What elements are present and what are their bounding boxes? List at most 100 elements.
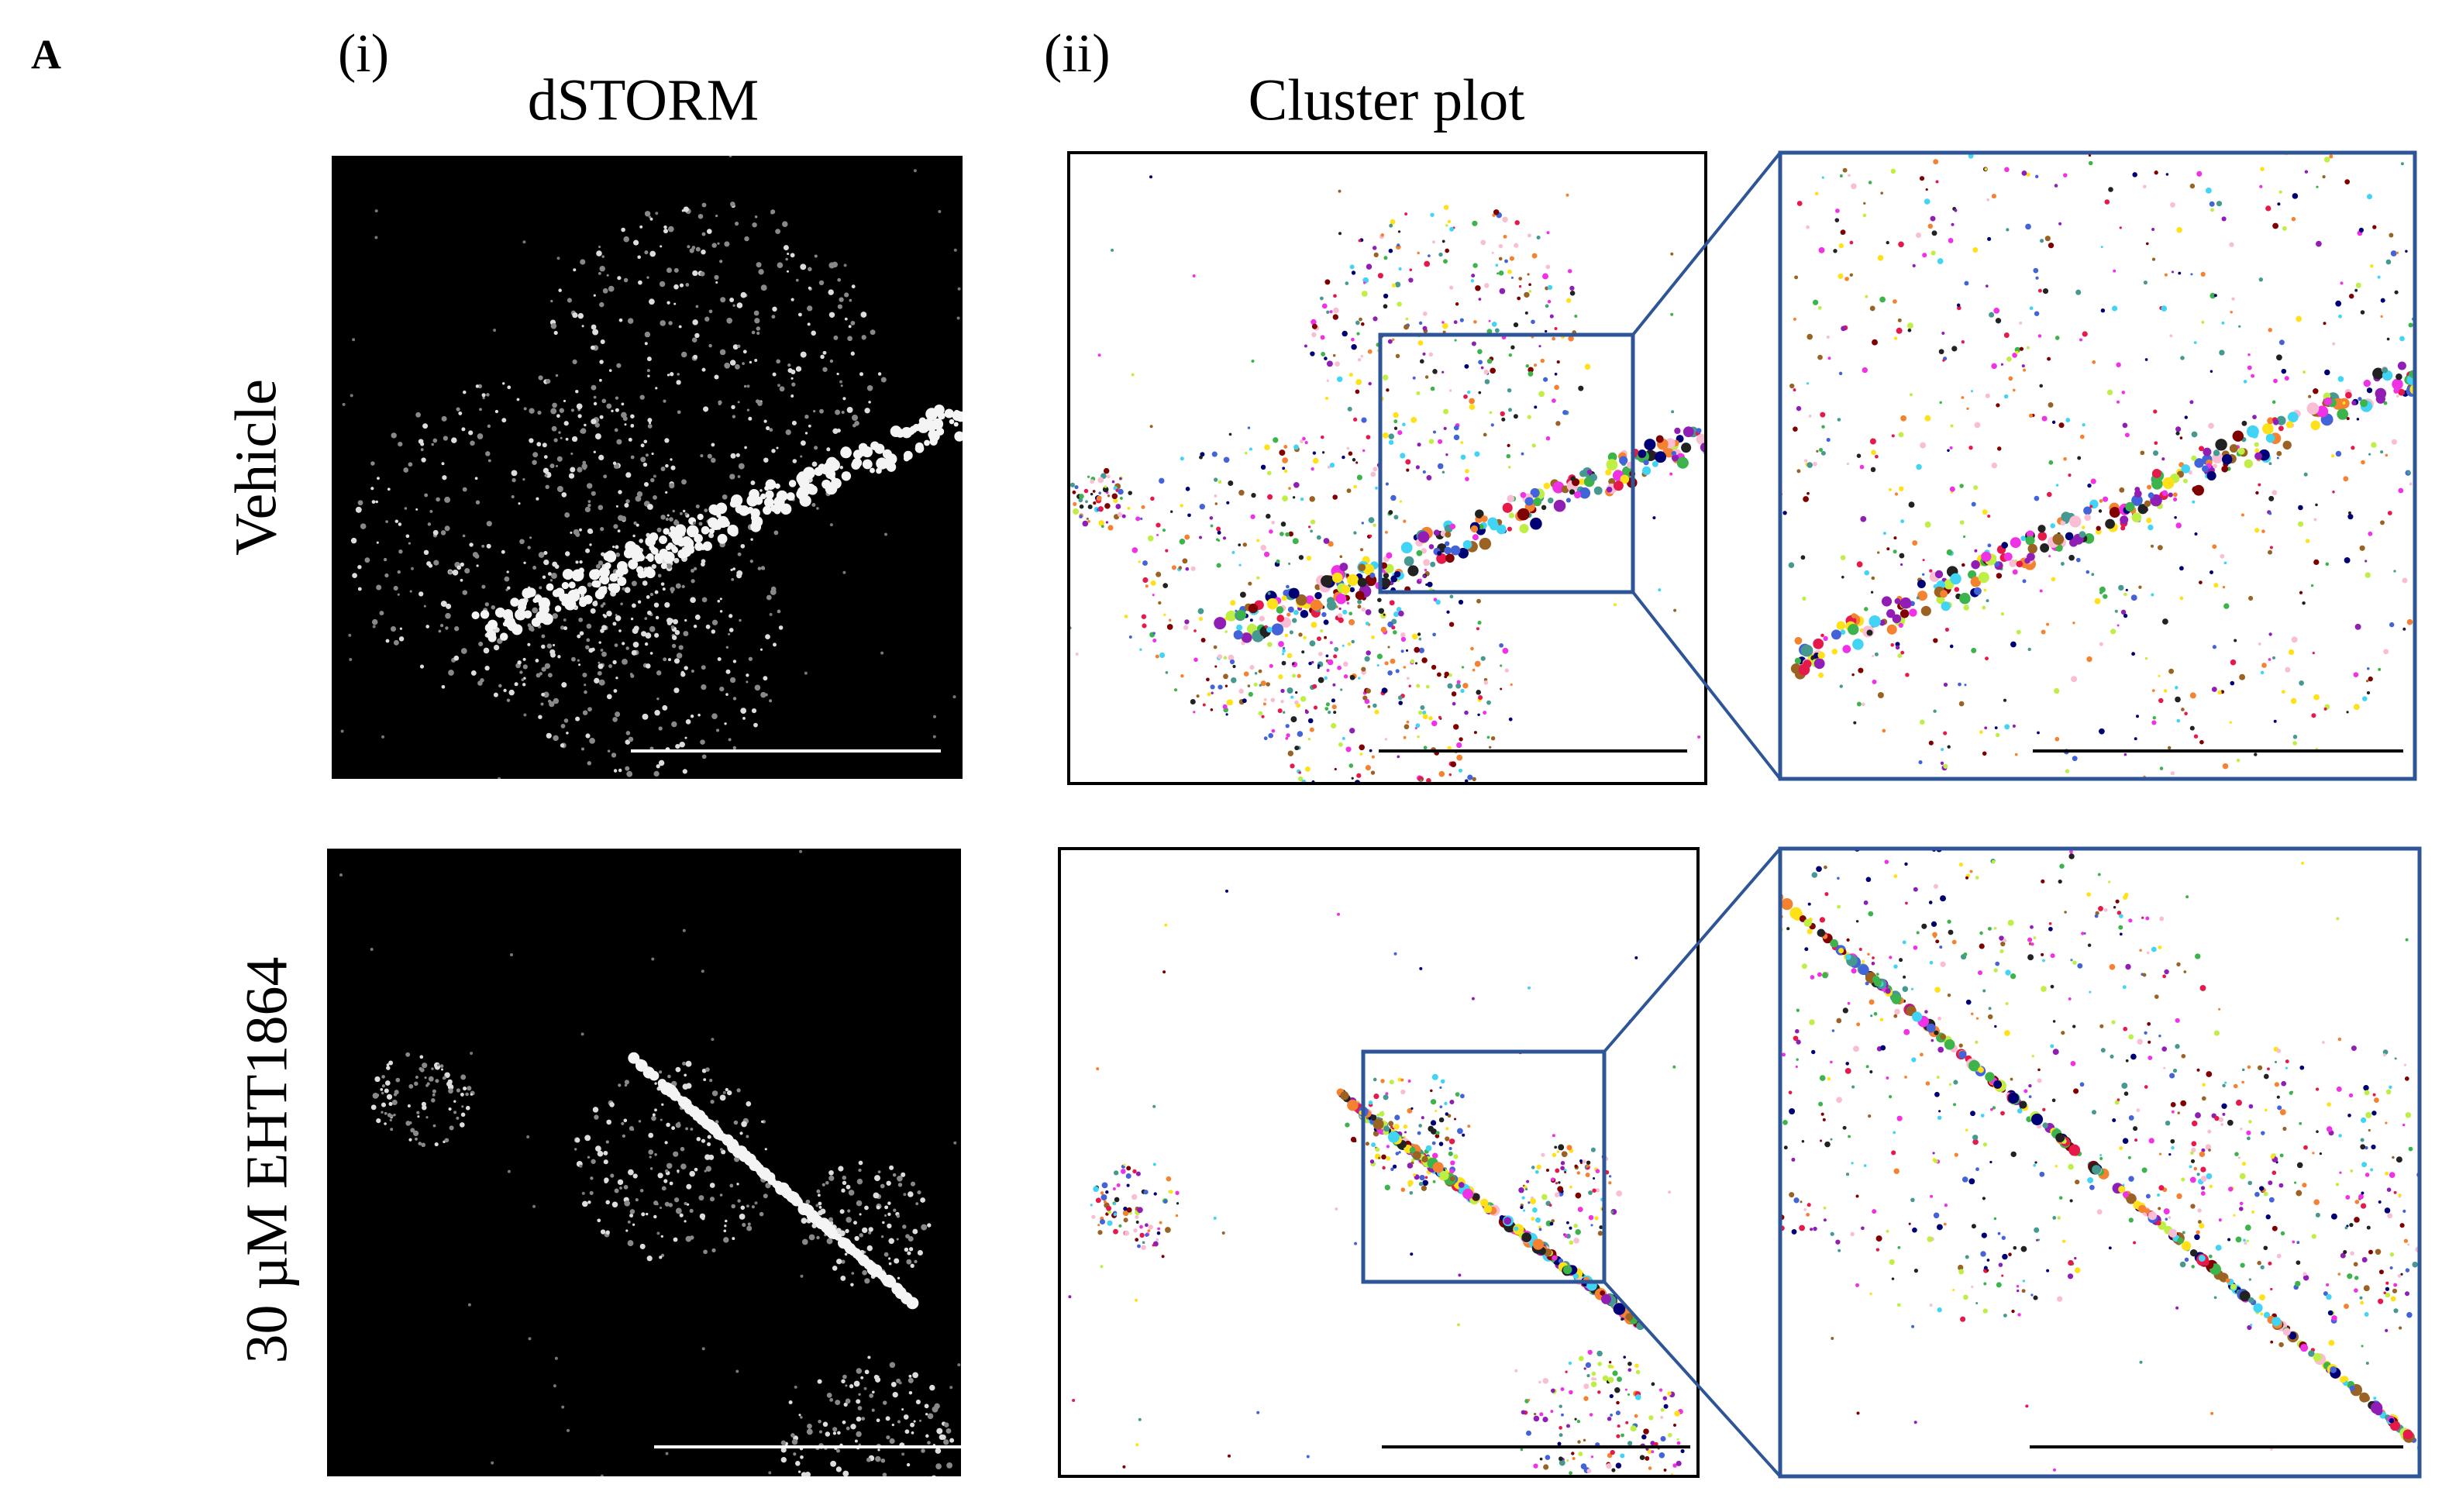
localization	[2173, 492, 2178, 498]
localization	[598, 679, 605, 686]
localization	[1304, 440, 1308, 445]
localization	[1521, 1232, 1532, 1242]
localization	[1388, 248, 1393, 253]
localization	[2047, 356, 2051, 361]
localization	[694, 614, 701, 620]
localization	[1769, 351, 1774, 356]
localization	[880, 377, 887, 383]
localization	[1435, 1134, 1440, 1138]
localization	[1621, 1493, 1624, 1496]
localization	[1591, 1499, 1596, 1503]
localization	[2290, 697, 2297, 704]
localization	[1869, 305, 1875, 312]
localization	[1730, 348, 1734, 353]
localization	[1837, 418, 1841, 422]
localization	[1987, 543, 1992, 548]
localization	[2361, 460, 2365, 465]
localization	[891, 1423, 894, 1427]
localization	[1612, 1370, 1618, 1376]
localization	[593, 401, 598, 406]
localization	[1470, 279, 1475, 283]
localization	[1621, 1490, 1626, 1496]
localization	[1342, 330, 1348, 337]
localization	[550, 408, 557, 415]
localization	[393, 1093, 398, 1097]
localization	[2006, 228, 2010, 232]
localization	[624, 1200, 631, 1207]
localization	[1439, 1170, 1449, 1180]
localization	[2221, 453, 2233, 465]
localization	[1420, 705, 1425, 710]
localization	[848, 1190, 855, 1196]
localization	[1260, 464, 1266, 470]
localization	[1142, 560, 1148, 567]
localization	[2380, 315, 2383, 318]
localization	[499, 632, 508, 641]
localization	[664, 1169, 669, 1173]
localization	[843, 263, 847, 267]
localization	[957, 1363, 961, 1367]
localization	[836, 372, 839, 376]
localization	[946, 1462, 952, 1469]
localization	[631, 580, 637, 587]
localization	[1400, 632, 1406, 638]
localization	[1498, 270, 1504, 276]
localization	[1135, 1238, 1139, 1242]
localization	[732, 746, 737, 750]
localization	[1289, 630, 1293, 635]
localization	[618, 629, 622, 632]
localization	[1588, 1214, 1594, 1221]
localization	[1494, 328, 1500, 333]
localization	[1900, 597, 1912, 609]
localization	[1383, 613, 1386, 616]
localization	[807, 1423, 812, 1429]
localization	[1393, 419, 1398, 424]
localization	[617, 529, 621, 533]
localization	[830, 1460, 837, 1467]
localization	[666, 374, 670, 377]
localization	[2003, 698, 2007, 702]
localization	[601, 398, 607, 404]
localization	[1382, 1166, 1386, 1170]
localization	[590, 608, 596, 614]
localization	[1119, 477, 1122, 480]
localization	[665, 463, 669, 468]
localization	[2351, 446, 2355, 450]
localization	[1617, 1376, 1622, 1383]
localization	[1472, 1193, 1480, 1200]
localization	[2055, 484, 2059, 487]
localization	[1841, 325, 1846, 332]
localization	[1807, 333, 1813, 340]
localization	[567, 1428, 570, 1432]
localization	[880, 1458, 886, 1463]
localization	[1198, 617, 1203, 622]
localization	[2189, 183, 2196, 189]
localization	[1490, 367, 1497, 374]
localization	[1504, 668, 1509, 673]
localization	[419, 1067, 425, 1073]
localization	[1362, 449, 1366, 453]
localization	[1398, 610, 1404, 617]
localization	[864, 408, 870, 414]
localization	[1872, 679, 1877, 684]
localization	[431, 1098, 436, 1103]
localization	[1520, 491, 1527, 498]
localization	[2230, 311, 2233, 314]
localization	[424, 1076, 427, 1080]
localization	[746, 1101, 752, 1107]
localization	[2189, 725, 2195, 731]
localization	[2360, 310, 2365, 315]
localization	[642, 713, 649, 720]
localization	[2428, 325, 2432, 329]
localization	[1142, 1241, 1145, 1245]
localization	[630, 455, 635, 460]
localization	[1417, 443, 1421, 447]
localization	[766, 594, 772, 601]
localization	[1616, 1434, 1621, 1438]
localization	[595, 563, 601, 569]
localization	[1328, 710, 1331, 715]
localization	[390, 1128, 394, 1131]
localization	[1143, 1190, 1149, 1195]
localization	[1583, 1367, 1586, 1370]
localization	[579, 631, 584, 635]
